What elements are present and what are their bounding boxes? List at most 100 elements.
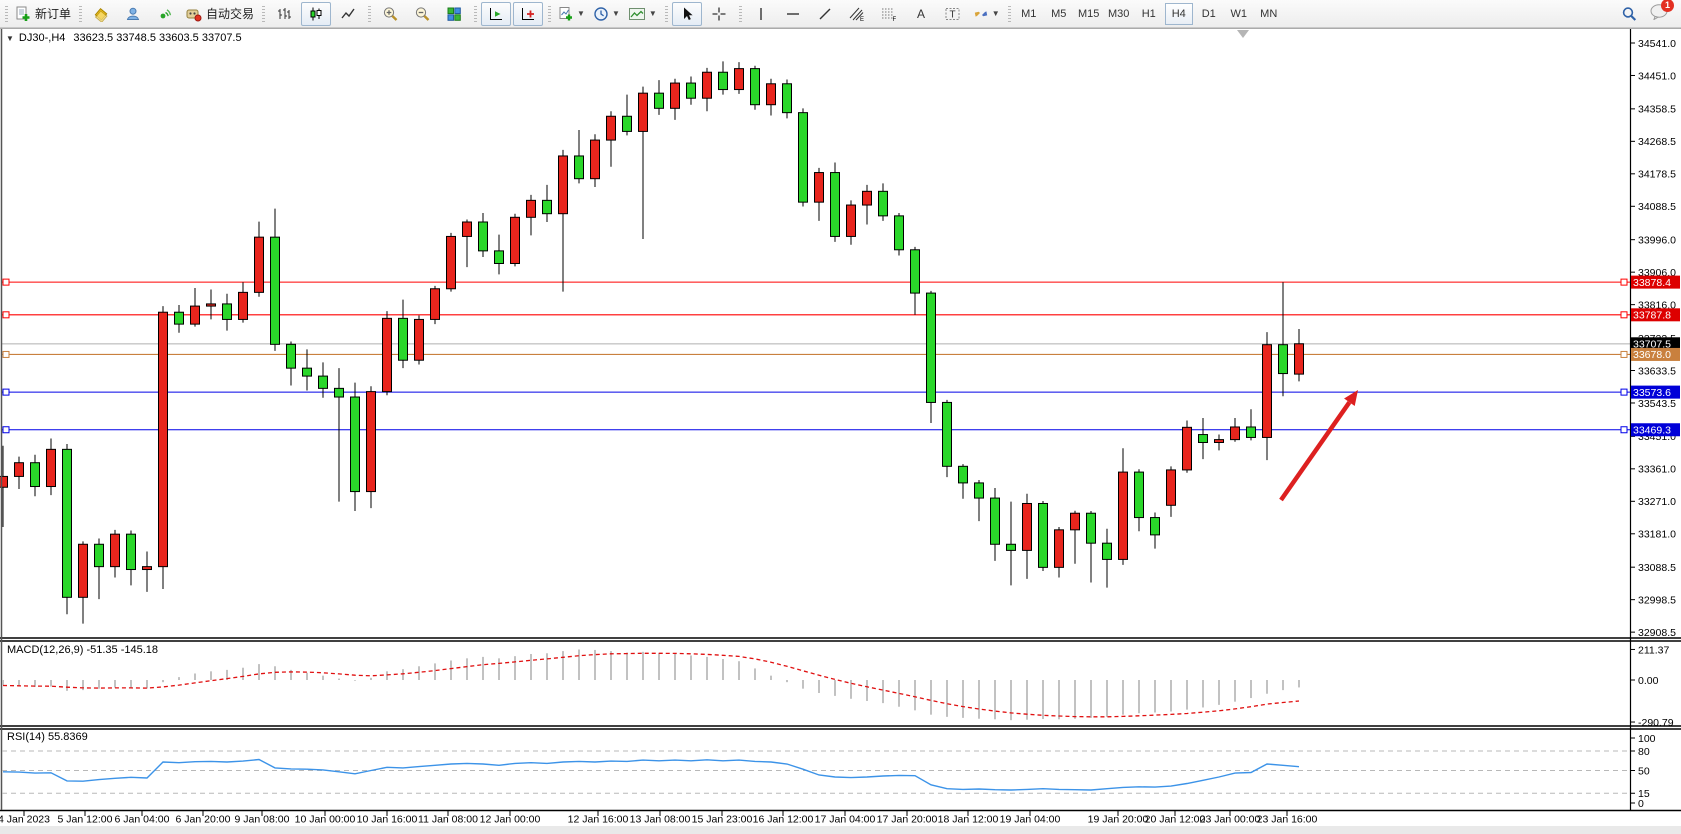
text-label-button[interactable]: T [938,2,968,26]
tf-m5-button[interactable]: M5 [1051,7,1067,20]
chart-shift-marker [1237,30,1249,38]
arrows-button[interactable]: ▼ [970,2,1003,26]
tf-m15-button[interactable]: M15 [1078,7,1100,20]
market-depth-button[interactable] [86,2,116,26]
candle [206,303,216,307]
time-axis-label: 17 Jan 04:00 [815,814,876,826]
price-tick-label: 33543.5 [1638,398,1676,410]
horizontal-line-icon [785,6,801,22]
line-chart-button[interactable] [333,2,363,26]
line-handle [1620,311,1628,319]
algo-trading-button[interactable]: 自动交易 [182,2,257,26]
bar-chart-button[interactable] [269,2,299,26]
tf-m30-button[interactable]: M30 [1108,7,1130,20]
tile-windows-button[interactable] [439,2,469,26]
candle [382,317,392,393]
cursor-button[interactable] [671,1,702,26]
price-tick-label: 32908.5 [1638,627,1676,639]
candle [590,139,600,180]
indicators-button[interactable]: ▼ [555,2,588,26]
time-axis-label: 19 Jan 04:00 [1000,814,1061,826]
gold-diamond-icon [93,6,109,22]
search-button[interactable] [1614,2,1644,26]
auto-scroll-button[interactable] [481,1,512,26]
candle [350,396,360,493]
rsi-line [2,758,1300,791]
new-order-icon [15,6,31,22]
horizontal-line-button[interactable] [778,2,808,26]
text-button[interactable]: A [906,2,936,26]
candle [494,250,504,264]
notifications-button[interactable]: 1 [1649,0,1674,25]
candle [0,475,8,488]
price-line-label [1631,308,1680,322]
svg-text:A: A [917,7,925,21]
candle [926,292,936,403]
chart-ohlc-header[interactable]: ▼ DJ30-,H4 33623.5 33748.5 33603.5 33707… [6,32,242,44]
zoom-in-icon [382,6,399,22]
candle [430,288,440,320]
price-line-label [1631,337,1680,351]
tf-h4-button[interactable]: H4 [1164,2,1193,25]
chevron-down-icon: ▼ [577,9,585,18]
line-handle [2,350,10,358]
toolbar-right: 1 [1613,0,1677,26]
rsi-axis-label: 50 [1638,765,1650,777]
rsi-axis-label: 80 [1638,746,1650,758]
arrow-objects-icon [973,6,989,22]
tf-m1-button[interactable]: M1 [1021,7,1037,20]
candle [78,543,88,598]
candle [398,317,408,361]
candlestick-button[interactable] [301,1,332,26]
candle [238,291,248,320]
objects-group: ▼ ▼ ▼ [547,1,664,27]
candle [686,82,696,99]
candle [654,92,664,109]
zoom-in-button[interactable] [375,2,405,26]
strategy-tester-button[interactable] [118,2,148,26]
notification-badge: 1 [1661,0,1674,12]
time-axis-label: 9 Jan 08:00 [235,814,290,826]
candle [1086,512,1096,544]
line-handle [1620,350,1628,358]
collapse-triangle-icon[interactable]: ▼ [6,33,14,43]
time-axis-label: 20 Jan 12:00 [1145,814,1206,826]
line-chart-icon [340,6,356,22]
crosshair-button[interactable] [704,2,734,26]
candle [94,543,104,568]
time-axis-label: 5 Jan 12:00 [58,814,113,826]
chart-shift-button[interactable] [513,1,544,26]
tf-d1-button[interactable]: D1 [1201,7,1216,20]
fibonacci-button[interactable]: F [874,2,904,26]
channel-icon: E [848,6,866,22]
candle [542,199,552,215]
scroll-group [473,1,547,27]
time-axis-label: 6 Jan 20:00 [176,814,231,826]
candle [222,303,232,320]
price-tick-label: 33271.0 [1638,496,1676,508]
candle [1230,426,1240,441]
new-order-button[interactable]: 新订单 [12,2,74,26]
broadcast-button[interactable] [150,2,180,26]
candle [446,235,456,290]
tf-h1-button[interactable]: H1 [1141,7,1156,20]
time-axis-label: 17 Jan 20:00 [877,814,938,826]
equidistant-channel-button[interactable]: E [842,2,872,26]
tf-mn-button[interactable]: MN [1260,7,1278,20]
add-indicator-icon [558,6,574,22]
periods-button[interactable]: ▼ [590,2,623,26]
candle [1182,426,1192,471]
price-tick-label: 34088.5 [1638,201,1676,213]
tf-w1-button[interactable]: W1 [1230,7,1247,20]
candle [1278,344,1288,375]
zoom-out-button[interactable] [407,2,437,26]
line-handle [2,278,10,286]
drawing-group: E F A T ▼ [738,1,1007,27]
price-tick-label: 34358.5 [1638,104,1676,116]
candle [414,318,424,361]
trendline-button[interactable] [810,2,840,26]
templates-button[interactable]: ▼ [625,2,660,26]
vertical-line-button[interactable] [746,2,776,26]
price-tick-label: 34541.0 [1638,38,1676,50]
